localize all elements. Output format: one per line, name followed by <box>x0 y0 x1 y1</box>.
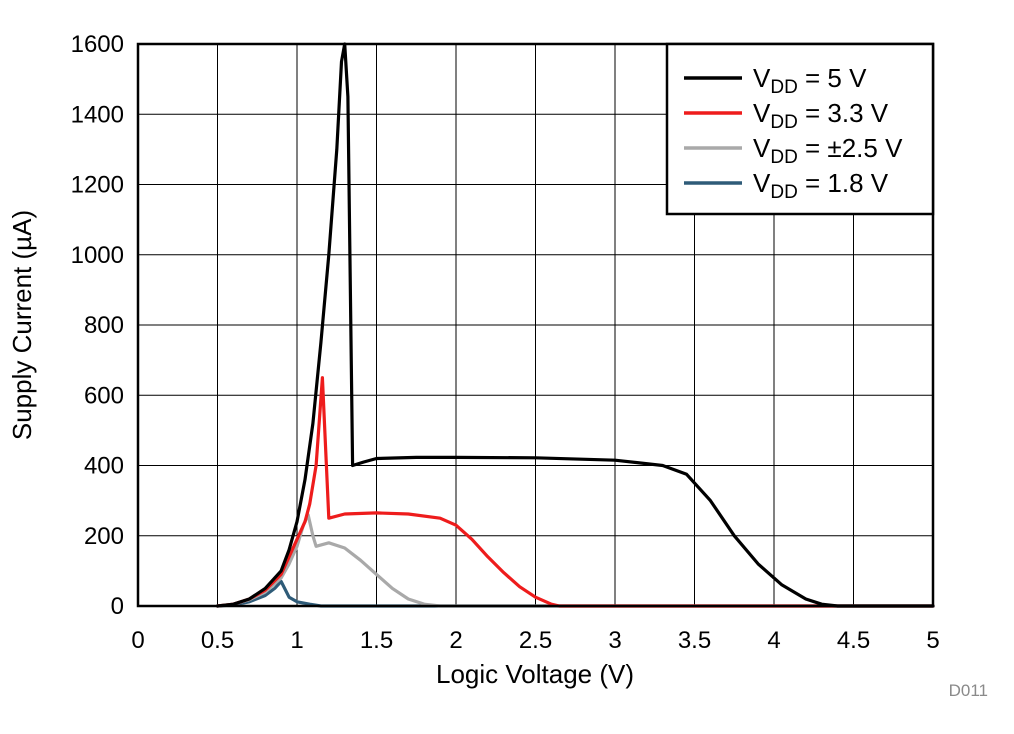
x-tick-label: 0 <box>131 627 144 654</box>
legend-label: VDD = 3.3 V <box>753 98 889 133</box>
x-tick-label: 3.5 <box>678 627 711 654</box>
x-tick-label: 4 <box>767 627 780 654</box>
y-axis-label: Supply Current (µA) <box>7 210 37 440</box>
plot-area-border <box>136 42 935 608</box>
y-tick-label: 800 <box>84 312 124 339</box>
x-tick-label: 3 <box>608 627 621 654</box>
series-line <box>215 513 935 608</box>
series-line <box>215 376 935 608</box>
y-tick-label: 200 <box>84 523 124 550</box>
figure-id-label: D011 <box>949 681 988 700</box>
y-axis-tick-labels: 0 200 400 600 800 1000 1200 1400 1600 <box>71 31 124 620</box>
y-tick-label: 1400 <box>71 101 124 128</box>
legend-label: VDD = 1.8 V <box>753 168 889 203</box>
x-axis-tick-labels: 0 0.5 1 1.5 2 2.5 3 3.5 4 4.5 5 <box>131 627 939 654</box>
y-tick-label: 1200 <box>71 172 124 199</box>
y-tick-label: 400 <box>84 453 124 480</box>
x-tick-label: 1.5 <box>360 627 393 654</box>
x-tick-label: 2.5 <box>519 627 552 654</box>
x-tick-label: 2 <box>449 627 462 654</box>
x-axis-label: Logic Voltage (V) <box>436 659 634 689</box>
y-tick-label: 1600 <box>71 31 124 58</box>
legend-label: VDD = ±2.5 V <box>753 133 903 168</box>
series-line <box>215 42 935 608</box>
x-tick-label: 0.5 <box>201 627 234 654</box>
x-tick-label: 1 <box>290 627 303 654</box>
y-tick-label: 0 <box>111 593 124 620</box>
legend-label: VDD = 5 V <box>753 63 867 98</box>
y-tick-label: 1000 <box>71 242 124 269</box>
series-line <box>215 579 935 608</box>
x-tick-label: 4.5 <box>837 627 870 654</box>
legend-box <box>665 42 935 216</box>
y-tick-label: 600 <box>84 382 124 409</box>
grid-lines <box>138 44 933 606</box>
x-tick-label: 5 <box>926 627 939 654</box>
